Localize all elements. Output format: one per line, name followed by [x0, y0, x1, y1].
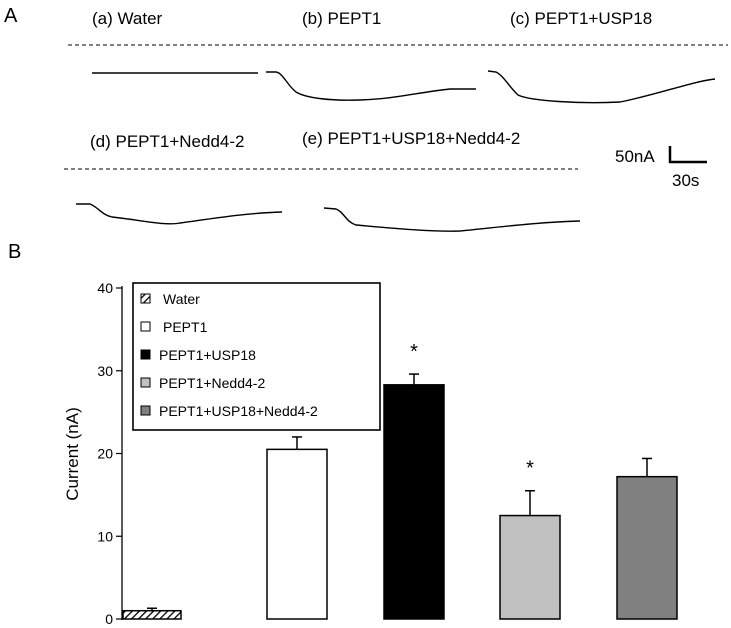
y-tick-label: 20 — [97, 446, 113, 462]
trace-d — [76, 203, 283, 225]
bar-4 — [499, 514, 561, 620]
trace-b — [266, 71, 476, 101]
bar-5 — [616, 475, 678, 620]
legend-label-4: PEPT1+Nedd4-2 — [159, 375, 265, 391]
panel-a-label: A — [4, 5, 18, 27]
legend-swatch-2 — [140, 321, 151, 332]
panel-b-label: B — [8, 241, 21, 263]
bar-1 — [122, 609, 182, 620]
legend-box — [132, 282, 381, 431]
legend-label-3: PEPT1+USP18 — [159, 347, 256, 363]
legend-swatch-5 — [140, 405, 151, 416]
scale-bar: 50nA 30s — [615, 146, 707, 190]
y-tick-label: 30 — [97, 363, 113, 379]
legend-label-2: PEPT1 — [163, 319, 208, 335]
legend-swatch-3 — [140, 349, 151, 360]
y-tick-label: 0 — [105, 611, 113, 627]
bar-2 — [266, 448, 328, 620]
legend-swatch-4 — [140, 377, 151, 388]
trace-label-a: (a) Water — [92, 9, 163, 28]
significance-star-4: * — [526, 458, 534, 480]
trace-e — [323, 207, 581, 232]
y-axis-title: Current (nA) — [63, 407, 82, 501]
scale-bar-time-label: 30s — [672, 171, 699, 190]
legend-label-5: PEPT1+USP18+Nedd4-2 — [159, 403, 318, 419]
y-axis-ticks: 0 10 20 30 40 — [97, 280, 122, 627]
trace-label-b: (b) PEPT1 — [302, 9, 381, 28]
error-bars-group — [147, 373, 652, 611]
legend-label-1: Water — [163, 291, 200, 307]
trace-label-c: (c) PEPT1+USP18 — [510, 9, 652, 28]
trace-label-d: (d) PEPT1+Nedd4-2 — [90, 132, 245, 151]
scale-bar-current-label: 50nA — [615, 147, 655, 166]
bars-group — [122, 384, 678, 620]
y-tick-label: 40 — [97, 280, 113, 296]
trace-c — [487, 70, 716, 104]
significance-group: ** — [410, 341, 534, 480]
legend: Water PEPT1 PEPT1+USP18 PEPT1+Nedd4-2 PEPT1+… — [132, 282, 381, 431]
bar-3 — [383, 384, 445, 620]
legend-swatch-1 — [140, 293, 151, 304]
significance-star-3: * — [410, 341, 418, 363]
y-tick-label: 10 — [97, 528, 113, 544]
trace-label-e: (e) PEPT1+USP18+Nedd4-2 — [302, 129, 520, 148]
